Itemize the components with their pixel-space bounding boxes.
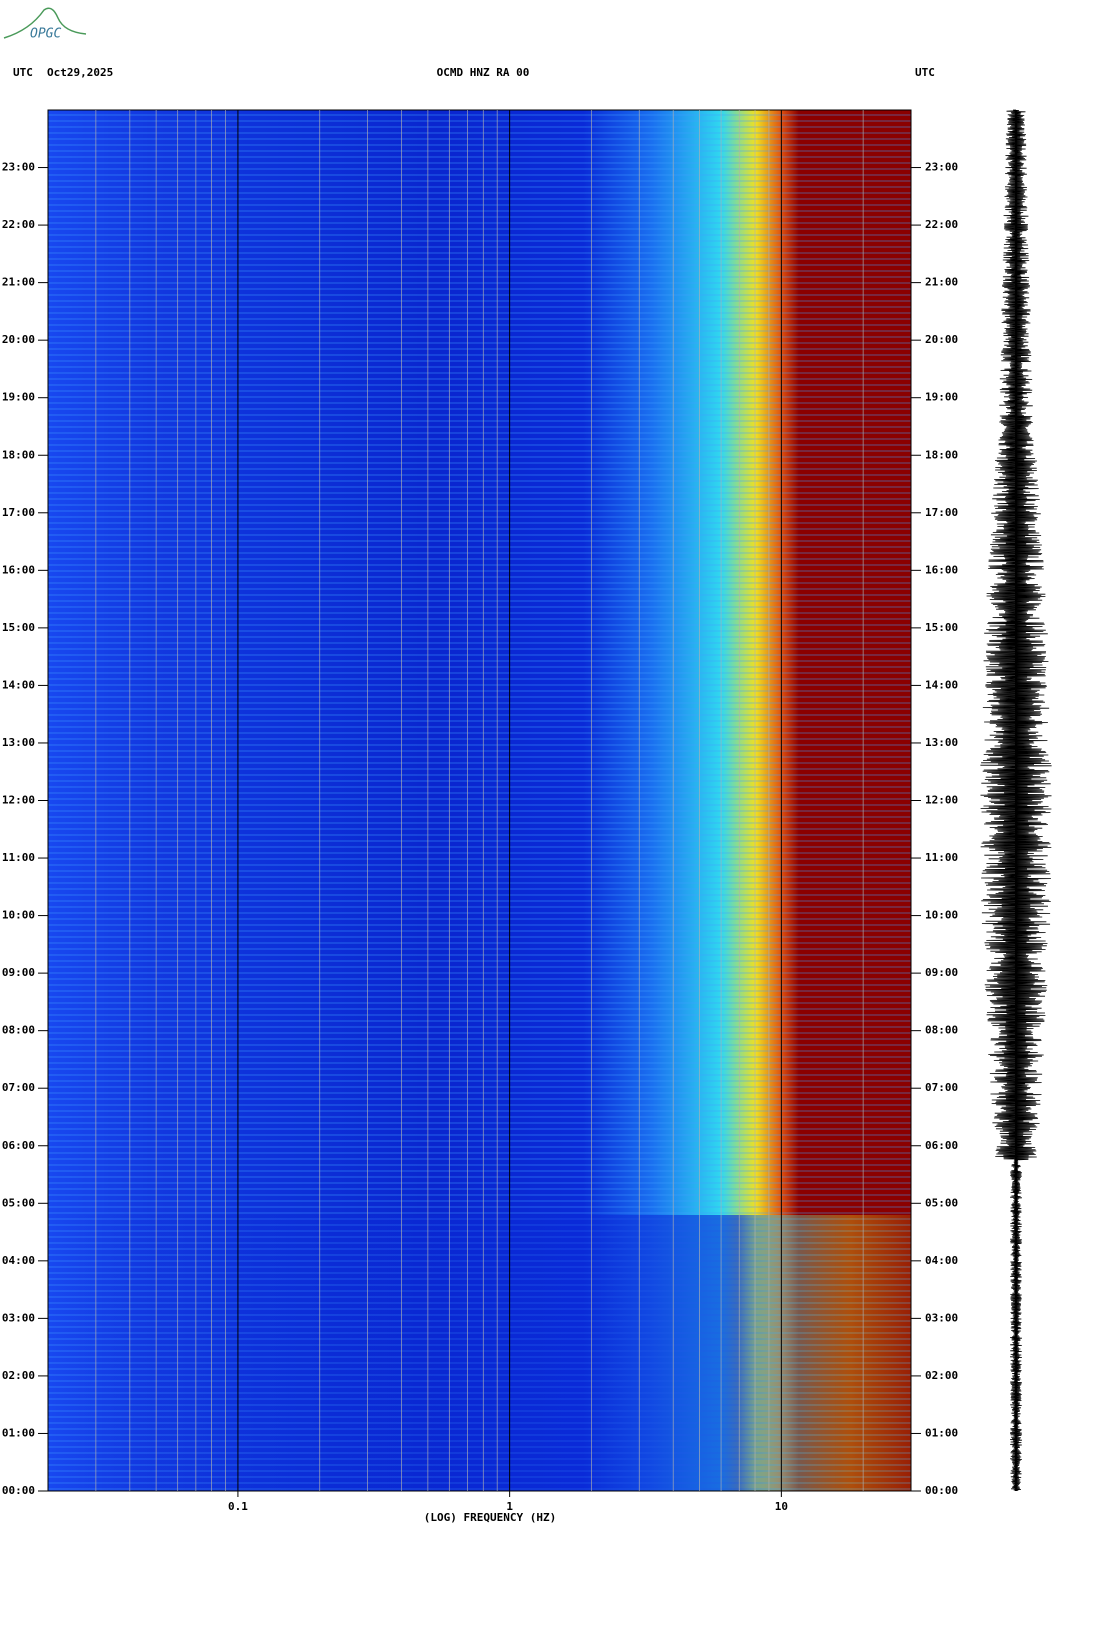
y-tick-label: 05:00 (2, 1196, 35, 1209)
y-tick-label-right: 11:00 (925, 851, 958, 864)
x-tick-label: 10 (775, 1500, 788, 1513)
logo-swoosh (3, 7, 87, 39)
x-tick-label: 1 (506, 1500, 513, 1513)
logo: OPGC (30, 27, 61, 42)
y-tick-label-right: 16:00 (925, 563, 958, 576)
y-tick-label-right: 21:00 (925, 276, 958, 289)
y-tick-label-right: 10:00 (925, 909, 958, 922)
y-tick-label: 22:00 (2, 218, 35, 231)
y-tick-label: 16:00 (2, 563, 35, 576)
time-zone-label: UTC (13, 66, 33, 79)
y-tick-label-right: 04:00 (925, 1254, 958, 1267)
y-tick-label: 04:00 (2, 1254, 35, 1267)
y-tick-label-right: 06:00 (925, 1139, 958, 1152)
y-tick-label: 13:00 (2, 736, 35, 749)
y-tick-label-right: 00:00 (925, 1484, 958, 1497)
seismogram-trace (980, 109, 1052, 1491)
x-axis-label: (LOG) FREQUENCY (HZ) (424, 1511, 556, 1524)
y-tick-label: 14:00 (2, 678, 35, 691)
y-tick-label-right: 15:00 (925, 621, 958, 634)
date: Oct29,2025 (47, 66, 113, 79)
y-tick-label: 02:00 (2, 1369, 35, 1382)
y-tick-label-right: 09:00 (925, 966, 958, 979)
y-tick-label-right: 02:00 (925, 1369, 958, 1382)
y-tick-label: 00:00 (2, 1484, 35, 1497)
y-tick-label-right: 13:00 (925, 736, 958, 749)
y-tick-label-right: 05:00 (925, 1196, 958, 1209)
y-tick-label-right: 20:00 (925, 333, 958, 346)
y-tick-label: 20:00 (2, 333, 35, 346)
time-zone-label-right: UTC (915, 66, 935, 79)
y-tick-label: 18:00 (2, 448, 35, 461)
y-tick-label-right: 07:00 (925, 1081, 958, 1094)
x-tick-label: 0.1 (228, 1500, 248, 1513)
y-tick-label-right: 19:00 (925, 391, 958, 404)
y-tick-label: 21:00 (2, 276, 35, 289)
y-tick-label-right: 17:00 (925, 506, 958, 519)
y-tick-label: 01:00 (2, 1426, 35, 1439)
spectrogram-quiet-band (48, 1215, 911, 1491)
y-tick-label-right: 14:00 (925, 678, 958, 691)
y-tick-label-right: 23:00 (925, 161, 958, 174)
y-tick-label-right: 03:00 (925, 1311, 958, 1324)
seismogram (980, 109, 1052, 1491)
y-tick-label: 06:00 (2, 1139, 35, 1152)
y-tick-label: 15:00 (2, 621, 35, 634)
y-tick-label: 11:00 (2, 851, 35, 864)
chart-title: OCMD HNZ RA 00 (437, 66, 530, 79)
y-tick-label-right: 08:00 (925, 1024, 958, 1037)
y-tick-label: 08:00 (2, 1024, 35, 1037)
y-tick-label: 17:00 (2, 506, 35, 519)
y-tick-label: 07:00 (2, 1081, 35, 1094)
y-tick-label-right: 18:00 (925, 448, 958, 461)
y-tick-label-right: 22:00 (925, 218, 958, 231)
y-tick-label-right: 01:00 (925, 1426, 958, 1439)
y-tick-label: 03:00 (2, 1311, 35, 1324)
y-tick-label: 19:00 (2, 391, 35, 404)
y-tick-label: 09:00 (2, 966, 35, 979)
y-tick-label-right: 12:00 (925, 794, 958, 807)
y-tick-label: 12:00 (2, 794, 35, 807)
y-tick-label: 23:00 (2, 161, 35, 174)
y-tick-label: 10:00 (2, 909, 35, 922)
